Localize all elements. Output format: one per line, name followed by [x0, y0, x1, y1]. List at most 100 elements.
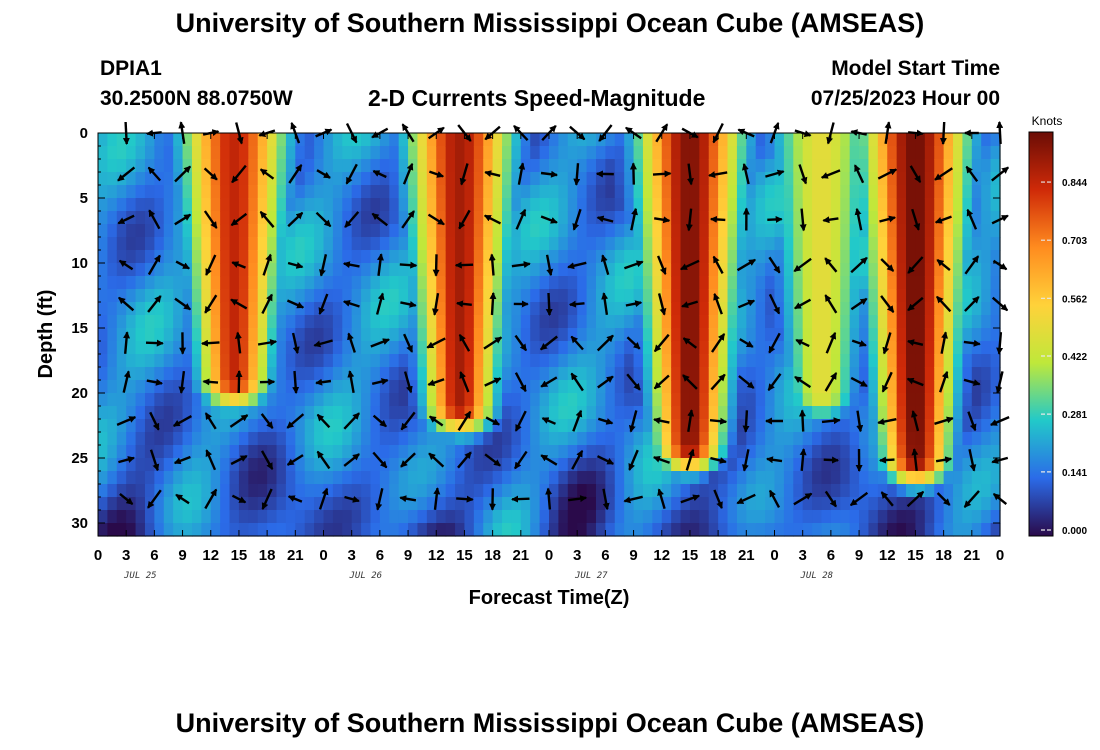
heat-cell — [708, 315, 719, 329]
heat-cell — [633, 237, 644, 251]
heat-cell — [426, 367, 437, 381]
heat-cell — [436, 198, 447, 212]
heat-cell — [182, 263, 193, 277]
heat-cell — [304, 237, 315, 251]
heat-cell — [323, 302, 334, 316]
x-tick-label: 0 — [94, 547, 102, 564]
heat-cell — [502, 471, 513, 485]
heat-cell — [595, 237, 606, 251]
heat-cell — [887, 341, 898, 355]
heat-cell — [567, 211, 578, 225]
heat-cell — [154, 445, 165, 459]
heat-cell — [492, 263, 503, 277]
heat-cell — [765, 471, 776, 485]
heat-cell — [492, 133, 503, 147]
heat-cell — [342, 198, 353, 212]
heat-cell — [887, 354, 898, 368]
heat-cell — [314, 328, 325, 342]
current-arrow — [545, 254, 554, 277]
heat-cell — [539, 367, 550, 381]
heat-cell — [990, 224, 1001, 238]
heat-cell — [859, 393, 870, 407]
heat-cell — [389, 471, 400, 485]
heat-cell — [276, 172, 287, 186]
current-arrow — [485, 416, 500, 426]
heat-cell — [144, 510, 155, 524]
heat-cell — [924, 237, 935, 251]
heat-cell — [182, 224, 193, 238]
heat-cell — [755, 523, 766, 537]
heat-cell — [680, 354, 691, 368]
current-arrow — [967, 411, 977, 432]
heat-cell — [577, 458, 588, 472]
heat-cell — [361, 146, 372, 160]
heat-cell — [577, 172, 588, 186]
heat-cell — [473, 367, 484, 381]
current-arrow — [708, 171, 728, 179]
heat-cell — [370, 302, 381, 316]
heat-cell — [652, 510, 663, 524]
heat-cell — [154, 471, 165, 485]
heat-cell — [530, 445, 541, 459]
heat-cell — [633, 159, 644, 173]
heat-cell — [962, 510, 973, 524]
heat-cell — [502, 237, 513, 251]
x-tick-label: 0 — [770, 547, 778, 564]
heat-cell — [736, 302, 747, 316]
heat-cell — [436, 341, 447, 355]
heat-cell — [445, 341, 456, 355]
heat-cell — [821, 510, 832, 524]
heat-cell — [107, 497, 118, 511]
current-arrow — [850, 376, 868, 388]
heat-cell — [154, 458, 165, 472]
x-tick-label: 18 — [484, 547, 501, 564]
heat-cell — [868, 146, 879, 160]
heat-cell — [455, 133, 466, 147]
heat-cell — [248, 250, 259, 264]
heat-cell — [924, 419, 935, 433]
heat-cell — [473, 393, 484, 407]
heat-cell — [915, 276, 926, 290]
heat-cell — [680, 315, 691, 329]
heat-cell — [774, 380, 785, 394]
heat-cell — [502, 302, 513, 316]
heat-cell — [389, 393, 400, 407]
current-arrow — [737, 299, 756, 309]
heat-cell — [539, 159, 550, 173]
heat-cell — [821, 445, 832, 459]
heat-cell — [652, 328, 663, 342]
current-arrow — [257, 339, 278, 346]
heat-cell — [812, 211, 823, 225]
heat-cell — [539, 510, 550, 524]
heat-cell — [257, 328, 268, 342]
heat-cell — [755, 393, 766, 407]
heat-cell — [257, 146, 268, 160]
heat-cell — [689, 523, 700, 537]
heat-cell — [257, 263, 268, 277]
heat-cell — [116, 484, 127, 498]
heat-cell — [624, 484, 635, 498]
heat-cell — [154, 380, 165, 394]
heat-cell — [812, 497, 823, 511]
heat-cell — [642, 185, 653, 199]
heat-cell — [257, 471, 268, 485]
heat-cell — [248, 497, 259, 511]
heat-cell — [238, 237, 249, 251]
heat-cell — [990, 328, 1001, 342]
current-arrow — [822, 216, 839, 224]
heat-cell — [652, 354, 663, 368]
heat-cell — [530, 224, 541, 238]
x-tick-label: 9 — [629, 547, 637, 564]
heat-cell — [812, 237, 823, 251]
heat-cell — [577, 484, 588, 498]
heat-cell — [642, 263, 653, 277]
heat-cell — [511, 198, 522, 212]
heat-cell — [445, 497, 456, 511]
x-tick-label: 15 — [907, 547, 924, 564]
heat-cell — [445, 510, 456, 524]
heat-cell — [492, 185, 503, 199]
heat-cell — [699, 263, 710, 277]
heat-cell — [144, 237, 155, 251]
heat-cell — [323, 159, 334, 173]
heat-cell — [107, 276, 118, 290]
